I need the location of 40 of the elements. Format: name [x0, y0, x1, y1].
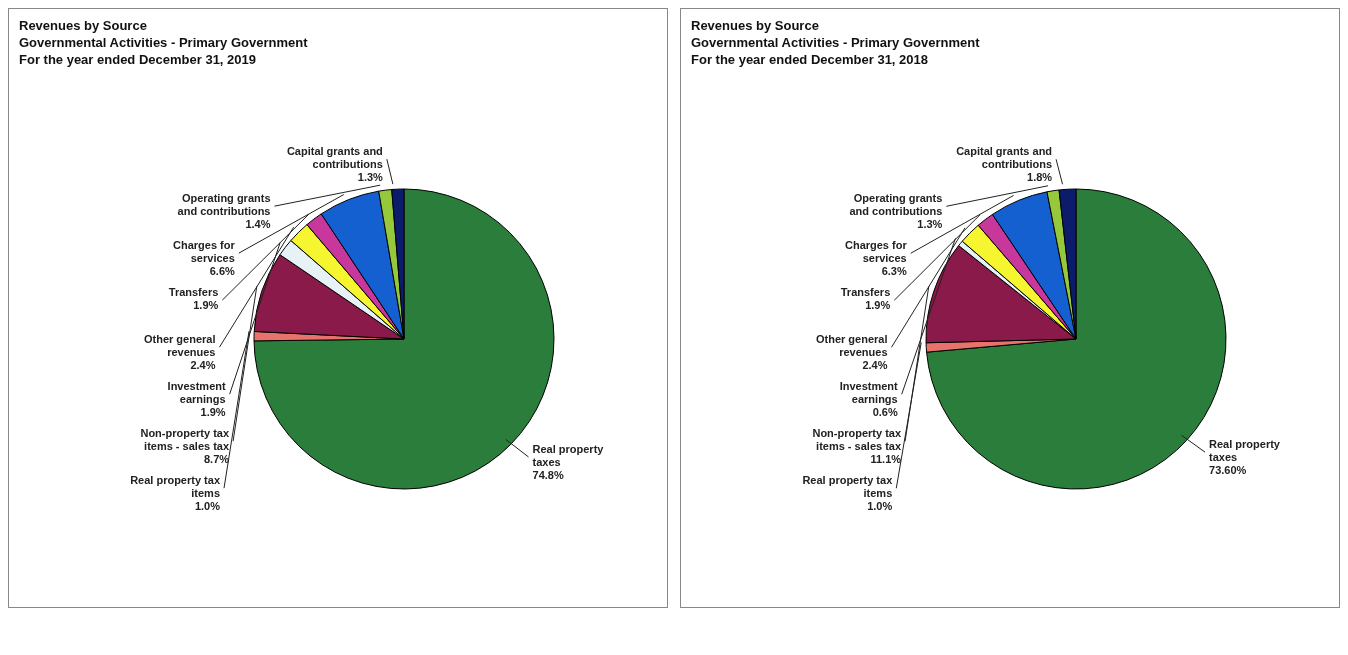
- slice-label: Real property taxes: [1209, 438, 1281, 464]
- slice-label: Non-property tax items - sales tax: [140, 427, 230, 453]
- slice-label: Real property taxes: [532, 442, 605, 468]
- data-label: 1.3%: [917, 218, 943, 231]
- data-label: 1.3%: [357, 171, 384, 184]
- data-label: 6.3%: [881, 265, 907, 278]
- slice-label: Transfers: [168, 286, 219, 299]
- data-label: 11.1%: [870, 453, 902, 466]
- chart-subtitle: Governmental Activities - Primary Government For the year ended December 31, 2019: [19, 34, 308, 68]
- data-label: 1.4%: [245, 218, 271, 231]
- slice-label: Operating grants and contributions: [177, 192, 271, 218]
- slice-label: Other general revenues: [815, 333, 888, 359]
- data-label: 74.8%: [532, 468, 564, 481]
- data-label: 1.0%: [194, 500, 221, 513]
- data-label: 1.9%: [200, 406, 226, 419]
- chart-subtitle: Governmental Activities - Primary Government For the year ended December 31, 2018: [691, 34, 980, 68]
- data-label: 1.0%: [867, 500, 893, 513]
- slice-label: Capital grants and contributions: [286, 145, 383, 171]
- slice-label: Charges for services: [844, 239, 908, 265]
- slice-label: Transfers: [840, 286, 891, 299]
- slice-label: Operating grants and contributions: [849, 192, 943, 218]
- data-label: 1.9%: [865, 299, 891, 312]
- data-label: 1.8%: [1027, 171, 1053, 184]
- data-label: 6.6%: [209, 265, 236, 278]
- data-label: 2.4%: [190, 359, 216, 372]
- data-label: 0.6%: [872, 406, 898, 419]
- slice-label: Charges for services: [173, 239, 236, 265]
- slice-label: Investment earnings: [167, 380, 226, 406]
- slice-label: Capital grants and contributions: [956, 145, 1053, 171]
- chart-title: Revenues by Source: [691, 17, 820, 34]
- chart-title: Revenues by Source: [19, 17, 148, 34]
- data-label: 2.4%: [862, 359, 888, 372]
- data-label: 73.60%: [1209, 464, 1247, 477]
- slice-label: Real property tax items: [802, 474, 894, 500]
- slice-label: Other general revenues: [143, 333, 216, 359]
- slice-label: Non-property tax items - sales tax: [812, 427, 902, 453]
- slice-label: Investment earnings: [839, 380, 899, 406]
- slice-label: Real property tax items: [130, 474, 221, 500]
- data-label: 1.9%: [193, 299, 219, 312]
- data-label: 8.7%: [204, 453, 230, 466]
